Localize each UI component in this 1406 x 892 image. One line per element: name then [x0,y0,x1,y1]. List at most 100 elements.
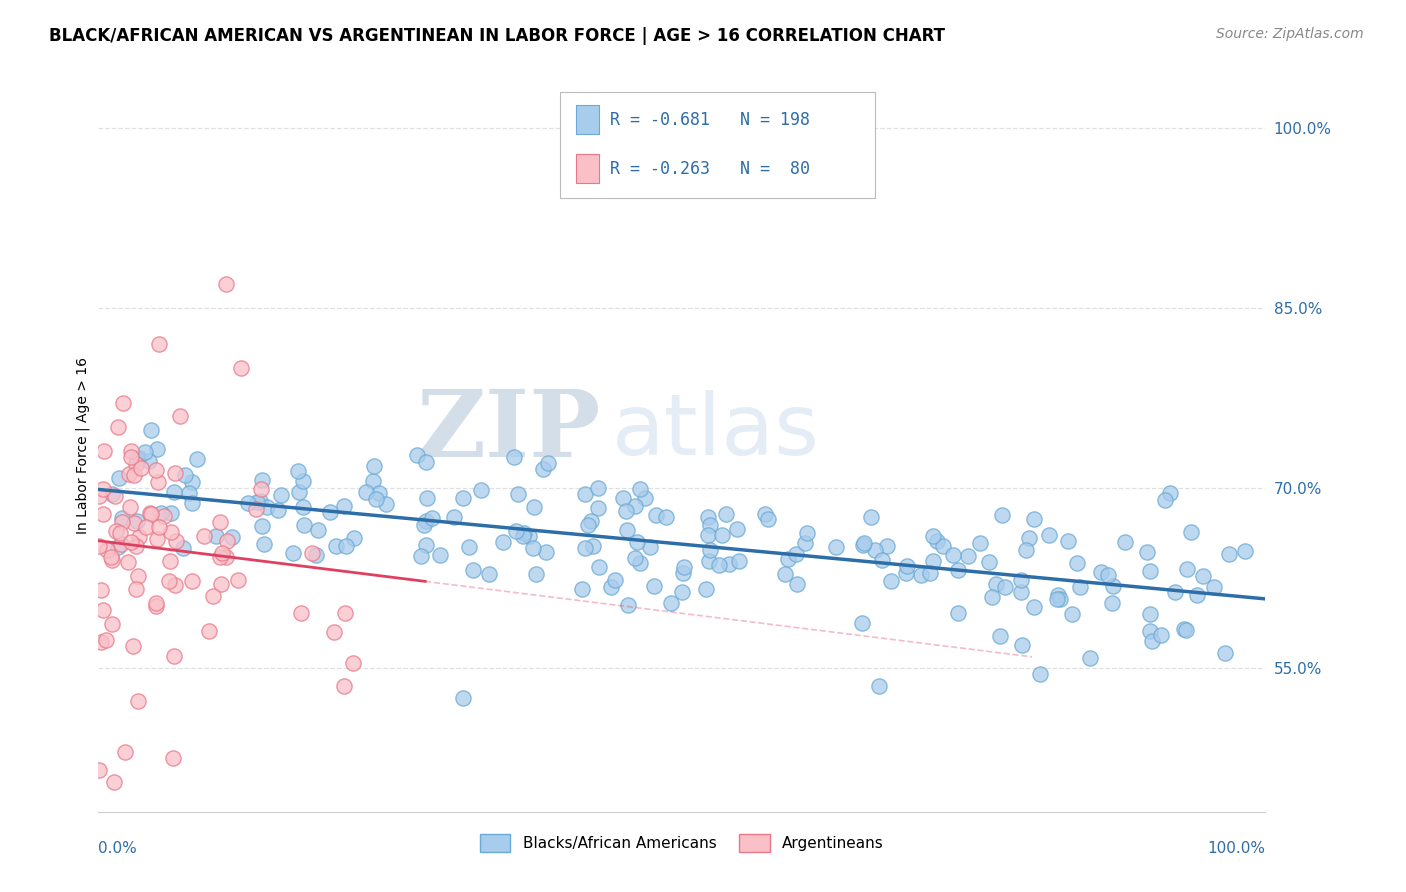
Point [1097,568,1119,582]
Point [111,510,134,524]
Point [363,474,385,488]
Point [193,529,215,543]
Point [256,500,278,514]
Point [368,486,391,500]
Point [969,536,991,550]
Point [1022,600,1045,615]
Point [786,577,808,591]
Point [139,506,162,520]
Point [796,525,818,540]
Point [534,545,557,559]
Point [409,549,432,563]
Point [659,596,682,610]
Point [1218,547,1240,561]
Point [145,596,167,610]
Point [824,540,846,554]
Point [710,528,733,542]
Point [307,523,329,537]
Point [699,517,721,532]
Point [162,751,184,765]
Point [118,500,141,514]
Point [979,555,1001,569]
Point [128,569,150,583]
Point [697,510,720,524]
Point [322,625,344,640]
Point [794,536,817,550]
Point [1139,564,1161,578]
Text: R = -0.681   N = 198: R = -0.681 N = 198 [610,111,810,128]
Point [125,452,148,467]
Point [249,494,271,508]
Point [536,456,558,470]
Point [87,539,110,553]
Point [1014,543,1036,558]
Point [1010,573,1032,587]
Point [614,504,637,518]
Point [1101,595,1123,609]
Point [101,553,124,567]
Point [868,679,890,693]
Point [756,512,779,526]
Point [616,524,638,538]
Point [129,461,152,475]
Point [226,573,249,587]
Point [470,483,492,498]
Point [991,508,1014,523]
Point [1213,646,1236,660]
Point [994,580,1017,594]
Point [229,361,252,376]
Point [100,616,122,631]
Point [125,582,148,596]
Point [785,547,807,561]
Point [157,574,180,588]
Point [645,508,668,523]
Point [725,522,748,536]
Point [1010,584,1032,599]
Text: R = -0.263   N =  80: R = -0.263 N = 80 [610,160,810,178]
Point [172,541,194,555]
Point [412,517,434,532]
Point [163,649,186,664]
Point [443,510,465,524]
Point [910,568,932,582]
Point [1069,580,1091,594]
Point [114,745,136,759]
Point [96,632,118,647]
Point [179,486,201,500]
Point [291,500,314,514]
Point [628,556,651,570]
Point [145,463,167,477]
Point [727,554,749,568]
Point [215,549,238,564]
Point [1078,650,1101,665]
Point [574,486,596,500]
Point [696,528,718,542]
Point [117,555,139,569]
Point [174,468,197,483]
Point [104,489,127,503]
Point [325,539,347,553]
Point [287,464,309,478]
Point [100,486,122,500]
Point [1028,666,1050,681]
Point [458,540,481,554]
Point [1046,588,1069,602]
Point [253,537,276,551]
Point [342,656,364,670]
Point [1154,493,1177,508]
Point [1185,588,1208,602]
Point [120,444,142,458]
Point [1139,607,1161,621]
Point [927,534,949,549]
Point [524,566,547,581]
Point [333,606,356,620]
Point [643,579,665,593]
Point [198,624,221,639]
Point [1234,543,1257,558]
Point [267,503,290,517]
Point [461,563,484,577]
Point [522,541,544,555]
Point [335,539,357,553]
Point [283,546,305,560]
Point [343,531,366,545]
